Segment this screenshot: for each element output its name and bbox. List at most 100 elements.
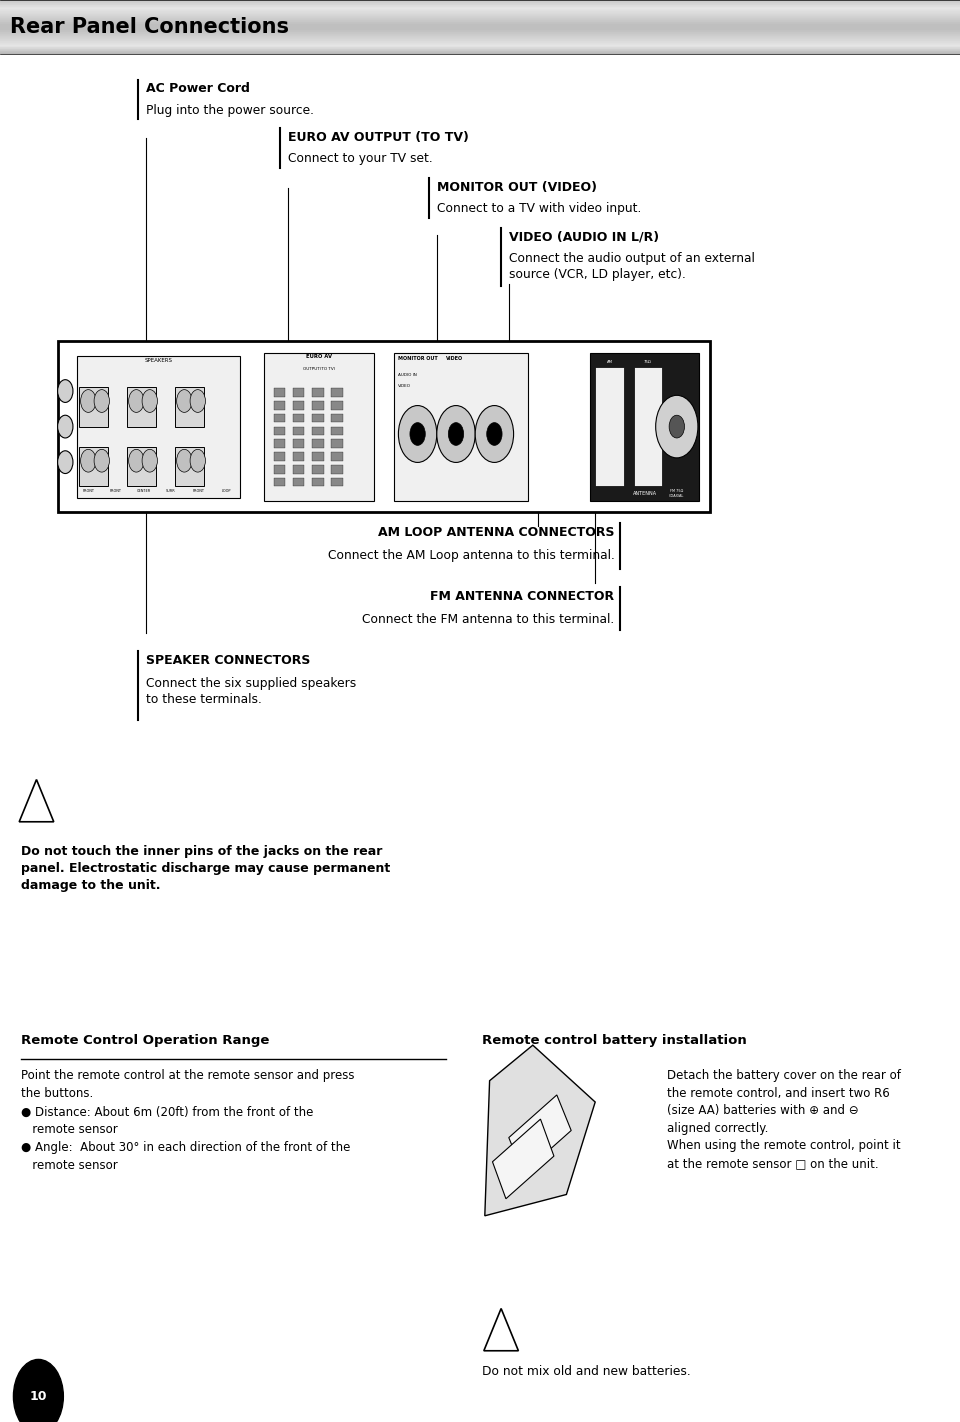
Circle shape <box>487 422 502 445</box>
Bar <box>331 401 343 410</box>
Bar <box>293 388 304 397</box>
Bar <box>293 427 304 435</box>
Bar <box>312 414 324 422</box>
Circle shape <box>190 449 205 472</box>
Bar <box>312 401 324 410</box>
Bar <box>293 465 304 474</box>
Bar <box>634 367 662 486</box>
Circle shape <box>190 390 205 412</box>
Polygon shape <box>485 1045 595 1216</box>
Text: SPEAKER CONNECTORS: SPEAKER CONNECTORS <box>146 654 310 667</box>
Circle shape <box>475 405 514 462</box>
Text: CENTER: CENTER <box>136 489 151 493</box>
Text: Connect the audio output of an external
source (VCR, LD player, etc).: Connect the audio output of an external … <box>509 252 755 280</box>
Text: Plug into the power source.: Plug into the power source. <box>146 104 314 117</box>
Text: Connect the six supplied speakers
to these terminals.: Connect the six supplied speakers to the… <box>146 677 356 705</box>
Text: VIDEO (AUDIO IN L/R): VIDEO (AUDIO IN L/R) <box>509 230 659 243</box>
Text: Connect to your TV set.: Connect to your TV set. <box>288 152 433 165</box>
Polygon shape <box>509 1095 571 1173</box>
Text: Do not mix old and new batteries.: Do not mix old and new batteries. <box>482 1365 690 1378</box>
Circle shape <box>81 449 96 472</box>
Text: EURO AV: EURO AV <box>306 354 332 360</box>
Text: SURR: SURR <box>166 489 176 493</box>
Circle shape <box>13 1359 63 1422</box>
Bar <box>274 414 285 422</box>
Bar <box>312 388 324 397</box>
Bar <box>293 401 304 410</box>
Circle shape <box>94 449 109 472</box>
Bar <box>127 387 156 427</box>
Text: Connect to a TV with video input.: Connect to a TV with video input. <box>437 202 641 215</box>
Bar <box>331 427 343 435</box>
Bar <box>394 353 528 501</box>
Text: Rear Panel Connections: Rear Panel Connections <box>10 17 289 37</box>
Text: FRONT: FRONT <box>83 489 94 493</box>
Circle shape <box>129 449 144 472</box>
Text: OUTPUT(TO TV): OUTPUT(TO TV) <box>303 367 335 371</box>
Circle shape <box>177 390 192 412</box>
Bar <box>77 356 240 498</box>
Circle shape <box>410 422 425 445</box>
Bar <box>58 341 710 512</box>
Circle shape <box>656 395 698 458</box>
Text: Connect the FM antenna to this terminal.: Connect the FM antenna to this terminal. <box>362 613 614 626</box>
Circle shape <box>437 405 475 462</box>
Text: VIDEO: VIDEO <box>446 356 464 361</box>
Bar <box>312 452 324 461</box>
Bar <box>274 439 285 448</box>
Text: AC Power Cord: AC Power Cord <box>146 82 250 95</box>
Bar <box>293 452 304 461</box>
Bar <box>264 353 374 501</box>
Text: EURO AV OUTPUT (TO TV): EURO AV OUTPUT (TO TV) <box>288 131 468 144</box>
Bar <box>175 447 204 486</box>
Bar <box>331 465 343 474</box>
Text: FRONT: FRONT <box>109 489 122 493</box>
Circle shape <box>58 451 73 474</box>
Polygon shape <box>492 1119 554 1199</box>
Bar <box>312 439 324 448</box>
Text: Connect the AM Loop antenna to this terminal.: Connect the AM Loop antenna to this term… <box>327 549 614 562</box>
Circle shape <box>58 380 73 402</box>
Bar <box>331 414 343 422</box>
Circle shape <box>448 422 464 445</box>
Bar <box>312 465 324 474</box>
Text: Detach the battery cover on the rear of
the remote control, and insert two R6
(s: Detach the battery cover on the rear of … <box>667 1069 901 1170</box>
Circle shape <box>58 415 73 438</box>
Bar <box>79 387 108 427</box>
Bar <box>312 427 324 435</box>
Text: 75Ω: 75Ω <box>644 360 652 364</box>
Circle shape <box>81 390 96 412</box>
Bar <box>590 353 699 501</box>
Bar <box>331 478 343 486</box>
Text: FM ANTENNA CONNECTOR: FM ANTENNA CONNECTOR <box>430 590 614 603</box>
Circle shape <box>94 390 109 412</box>
Text: FRONT: FRONT <box>193 489 204 493</box>
Text: LOOP: LOOP <box>222 489 231 493</box>
Bar <box>331 388 343 397</box>
Text: SPEAKERS: SPEAKERS <box>144 358 173 364</box>
Bar <box>312 478 324 486</box>
Text: AUDIO IN: AUDIO IN <box>398 373 418 377</box>
Bar <box>175 387 204 427</box>
Text: VIDEO: VIDEO <box>398 384 412 388</box>
Text: FM 75Ω
COAXIAL: FM 75Ω COAXIAL <box>669 489 684 498</box>
Bar <box>595 367 624 486</box>
Bar <box>293 414 304 422</box>
Circle shape <box>177 449 192 472</box>
Circle shape <box>142 449 157 472</box>
Text: Point the remote control at the remote sensor and press
the buttons.
● Distance:: Point the remote control at the remote s… <box>21 1069 354 1172</box>
Text: 10: 10 <box>30 1389 47 1404</box>
Text: Remote control battery installation: Remote control battery installation <box>482 1034 747 1047</box>
Bar <box>274 401 285 410</box>
Text: ANTENNA: ANTENNA <box>633 491 657 496</box>
Bar <box>293 439 304 448</box>
Bar <box>331 439 343 448</box>
Text: AM: AM <box>607 360 612 364</box>
Text: Do not touch the inner pins of the jacks on the rear
panel. Electrostatic discha: Do not touch the inner pins of the jacks… <box>21 845 391 892</box>
Bar <box>293 478 304 486</box>
Bar <box>79 447 108 486</box>
Text: Remote Control Operation Range: Remote Control Operation Range <box>21 1034 270 1047</box>
Bar <box>127 447 156 486</box>
Circle shape <box>669 415 684 438</box>
Bar <box>274 478 285 486</box>
